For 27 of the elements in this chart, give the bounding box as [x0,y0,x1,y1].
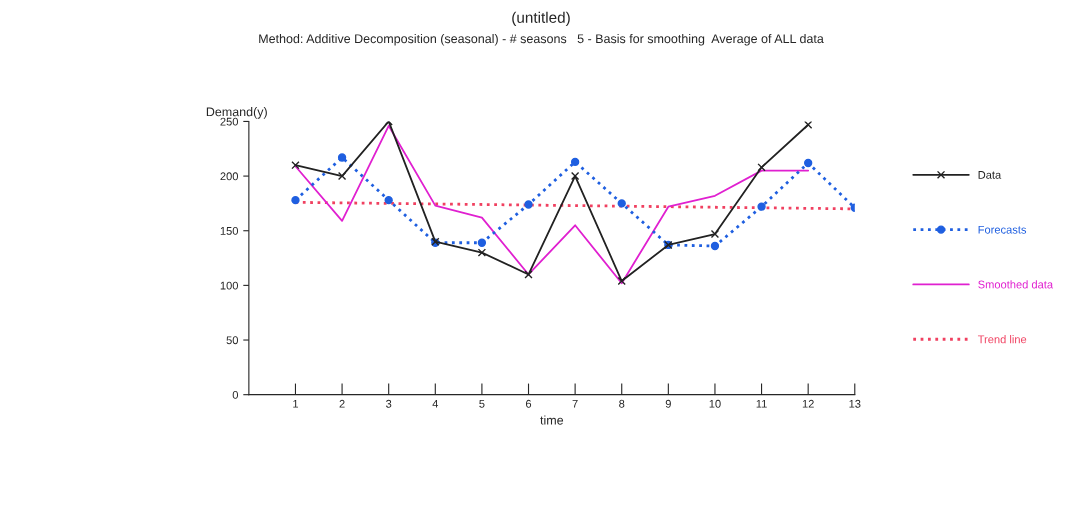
x-tick-label: 2 [339,399,345,408]
y-tick-label: 0 [232,390,239,399]
y-axis-title: Demand(y) [206,107,267,119]
x-tick-label: 7 [572,399,578,408]
y-tick-label: 250 [220,117,239,126]
y-tick-label: 100 [220,281,239,290]
y-tick-label: 200 [220,172,239,181]
x-axis-title: time [540,415,564,425]
x-tick-label: 1 [293,399,299,408]
x-tick-label: 12 [802,399,814,408]
x-tick-label: 8 [619,399,625,408]
text: Trend line [977,335,1027,344]
x-tick-label: 11 [756,399,767,408]
text: Smoothed data [978,280,1054,289]
text: Forecasts [978,225,1027,234]
x-tick-label: 9 [665,399,671,408]
x-tick-label: 5 [479,399,485,408]
x-tick-label: 6 [525,399,532,408]
x-tick-label: 3 [386,399,392,408]
chart-subtitle: Method: Additive Decomposition (seasonal) - # seasons 5 - Basis for smoothing Average of ALL data [259,33,824,46]
chart-title: (untitled) [512,11,570,26]
x-tick-label: 10 [709,399,721,408]
x-tick-label: 4 [432,399,439,408]
x-tick-label: 13 [849,399,861,408]
y-tick-label: 50 [226,336,239,345]
text: Data [978,171,1002,179]
y-tick-label: 150 [220,227,239,235]
